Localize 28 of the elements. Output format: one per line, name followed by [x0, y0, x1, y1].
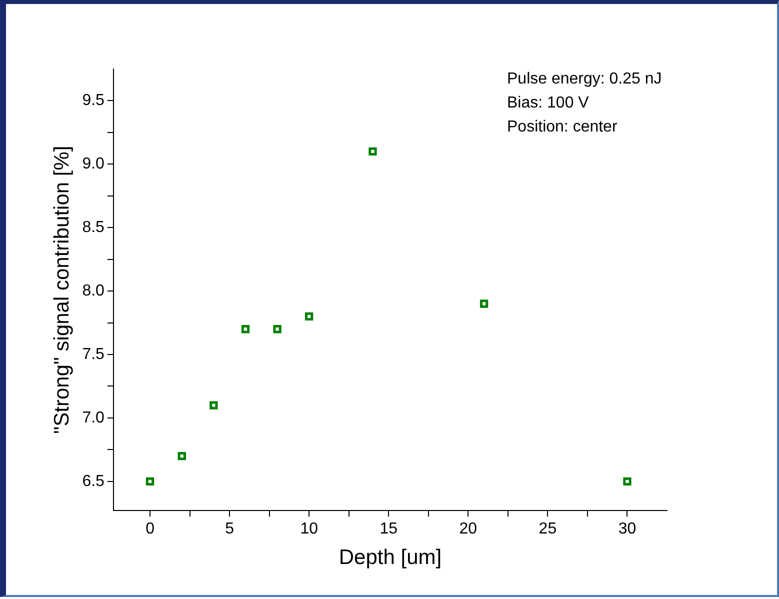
x-axis-title: Depth [um] [338, 546, 442, 570]
annotation: Bias: 100 V [507, 94, 590, 112]
point [146, 477, 154, 486]
point [368, 147, 377, 156]
point [178, 452, 186, 460]
annotation: Position: center [507, 118, 618, 136]
y-tick-label: 8.5 [82, 219, 105, 236]
point [273, 325, 282, 334]
x-tick-label: 30 [618, 520, 636, 538]
point [210, 401, 218, 410]
annotation: Pulse energy: 0.25 nJ [507, 70, 662, 88]
point [305, 312, 314, 321]
x-tick-label: 20 [459, 520, 478, 538]
point [623, 477, 632, 486]
x-tick-label: 10 [300, 520, 318, 538]
y-tick-label: 6.5 [82, 472, 105, 490]
x-tick-label: 25 [538, 520, 557, 538]
y-tick-label: 7.5 [82, 346, 105, 363]
point [480, 300, 488, 308]
point [241, 325, 250, 334]
x-tick-label: 0 [146, 520, 155, 538]
y-tick-label: 9.5 [82, 92, 105, 110]
y-tick-label: 8.0 [82, 282, 105, 300]
x-tick-label: 5 [225, 520, 234, 538]
x-tick-label: 15 [380, 520, 398, 538]
y-tick-label: 9.0 [82, 156, 105, 173]
y-axis-title: "Strong" signal contribution [%] [50, 146, 74, 434]
y-tick-label: 7.0 [82, 409, 105, 426]
